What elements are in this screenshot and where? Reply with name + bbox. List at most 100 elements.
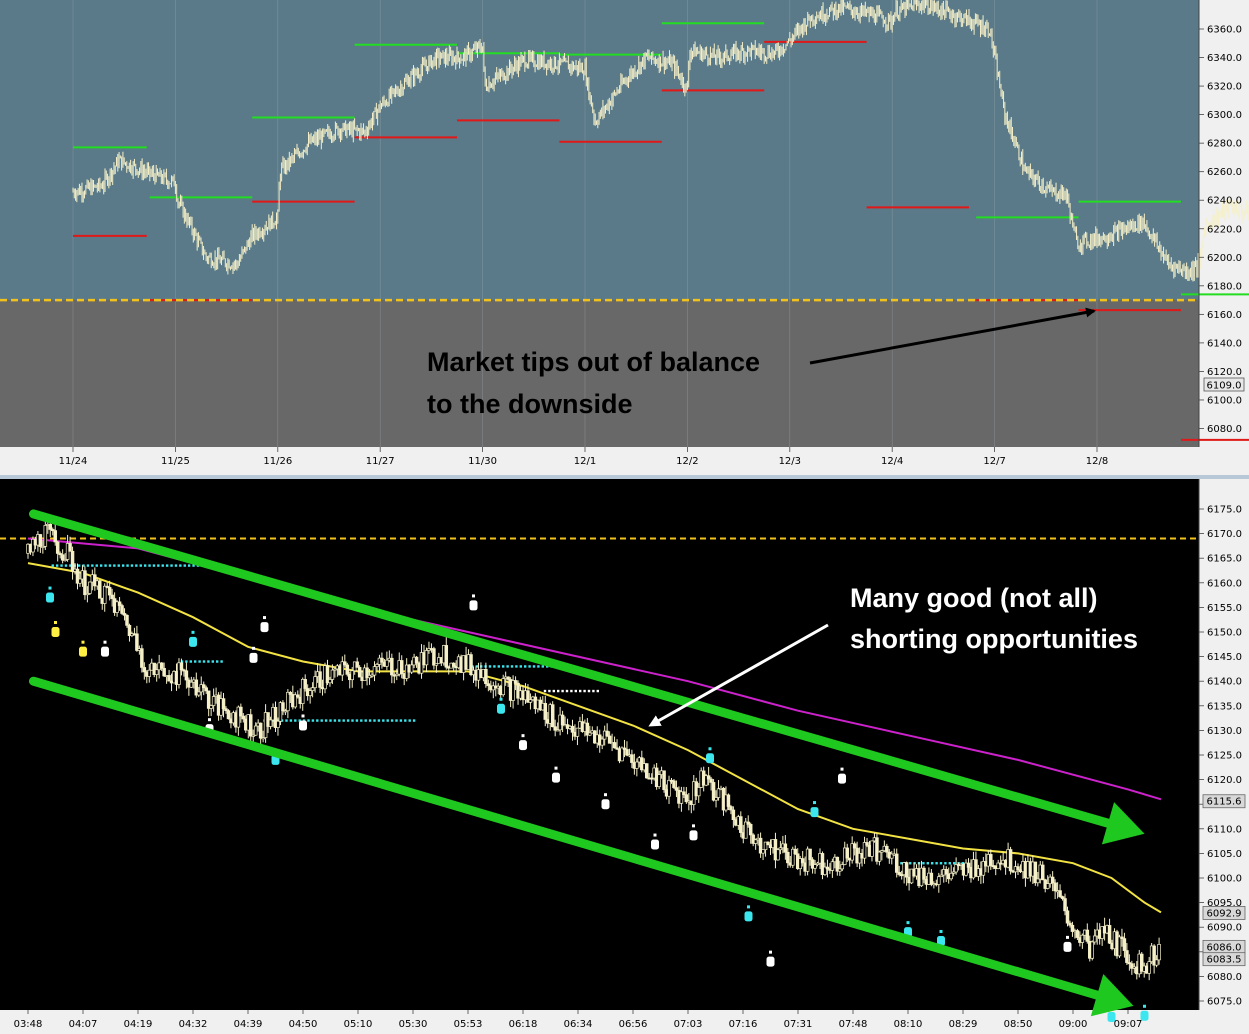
candle-body — [763, 841, 768, 850]
candle-body — [1085, 929, 1090, 942]
annotation-top-line1: Market tips out of balance — [427, 347, 760, 377]
indicator-dot — [55, 564, 59, 567]
indicator-dot — [493, 665, 496, 668]
indicator-dot — [329, 719, 332, 722]
candle-body — [501, 678, 505, 696]
indicator-dot — [592, 689, 595, 693]
indicator-dot — [95, 564, 98, 567]
candle-body — [372, 666, 377, 676]
indicator-dot — [333, 719, 337, 722]
candle-body — [714, 797, 718, 801]
candle-body — [1122, 938, 1127, 951]
candle-body — [1033, 861, 1038, 884]
candle-body — [1107, 925, 1112, 944]
bottom-x-tick-label: 04:50 — [289, 1019, 318, 1030]
indicator-dot — [390, 719, 394, 722]
candle-body — [102, 585, 107, 604]
trend-channel-upper — [29, 509, 1115, 829]
trend-channel-upper-arrowhead — [1101, 802, 1145, 845]
candle-body — [125, 614, 129, 626]
candle-body — [107, 587, 112, 596]
indicator-dot — [528, 665, 531, 668]
candle-body — [820, 853, 825, 875]
candle-body — [159, 662, 164, 669]
candle-body — [293, 694, 298, 708]
candle-body — [204, 687, 208, 692]
candle-body — [78, 578, 82, 584]
indicator-dot — [913, 862, 916, 865]
candle-body — [662, 770, 666, 790]
intraday-price-panel: 6175.0 6170.0 6165.0 6160.0 6155.0 6150.0 6145… — [0, 479, 1249, 1034]
candle-body — [753, 839, 758, 844]
annotation-top-arrow — [809, 307, 1096, 365]
bottom-y-tick-label: 6140.0 — [1207, 677, 1242, 688]
candle-body — [399, 660, 404, 674]
indicator-dot — [953, 862, 956, 865]
candle-body — [607, 735, 612, 744]
candle-body — [221, 698, 226, 710]
indicator-dot — [320, 719, 323, 722]
indicator-dot — [587, 689, 591, 693]
candle-body — [830, 861, 835, 871]
signal-marker-tip — [813, 801, 816, 805]
indicator-dot — [51, 564, 54, 567]
top-x-tick-label: 12/1 — [574, 456, 596, 467]
candle-body — [949, 872, 953, 880]
candle-body — [657, 774, 661, 787]
candle-body — [434, 663, 439, 666]
bottom-candles — [26, 519, 1161, 981]
candle-body — [253, 725, 258, 736]
candle-body — [1063, 898, 1067, 912]
signal-marker — [1107, 1011, 1116, 1022]
indicator-dot — [502, 665, 505, 668]
candle-body — [375, 664, 379, 667]
indicator-dot — [342, 719, 345, 722]
bottom-x-tick-label: 07:03 — [674, 1019, 703, 1030]
bottom-x-tick-label: 04:19 — [124, 1019, 153, 1030]
indicator-dot — [386, 719, 389, 722]
indicator-dot — [548, 689, 551, 693]
candle-body — [318, 671, 322, 688]
bottom-x-axis: 03:48 04:07 04:19 04:32 04:39 04:50 05:10 05:30… — [14, 1010, 1142, 1030]
candle-body — [709, 778, 713, 783]
indicator-dot — [207, 660, 210, 663]
indicator-dot — [117, 564, 120, 567]
candle-body — [1157, 944, 1161, 961]
candle-body — [385, 659, 389, 667]
candle-body — [53, 530, 57, 543]
candle-body — [575, 727, 580, 737]
candle-body — [810, 859, 815, 869]
bottom-x-tick-label: 07:31 — [784, 1019, 813, 1030]
signal-marker — [189, 636, 197, 647]
signal-marker-tip — [521, 734, 525, 738]
candle-body — [553, 726, 557, 731]
indicator-dot — [926, 862, 929, 865]
top-x-tick-label: 11/30 — [468, 456, 497, 467]
candle-body — [409, 664, 414, 673]
candle-body — [184, 670, 189, 681]
signal-marker — [299, 720, 307, 731]
indicator-dot — [86, 564, 90, 567]
candle-body — [140, 648, 144, 668]
top-y-tick-label: 6160.0 — [1207, 310, 1242, 321]
top-grid — [72, 0, 1098, 447]
indicator-dot — [135, 564, 138, 567]
signal-marker — [260, 622, 269, 633]
candle-body — [644, 763, 649, 779]
candle-body — [325, 665, 330, 684]
candle-body — [513, 680, 518, 684]
signal-marker — [706, 753, 714, 764]
indicator-dot — [579, 689, 582, 693]
annotation-top: Market tips out of balance to the downsi… — [427, 307, 1096, 419]
indicator-dot — [99, 564, 103, 567]
candle-body — [390, 657, 394, 676]
candle-body — [308, 690, 312, 697]
bottom-y-tick-label: 6095.0 — [1207, 898, 1242, 909]
candle-body — [281, 702, 285, 712]
candle-body — [939, 874, 944, 878]
candle-body — [1139, 953, 1144, 972]
candle-body — [1068, 922, 1072, 926]
signal-marker-tip — [906, 921, 910, 925]
indicator-dot — [355, 719, 359, 722]
